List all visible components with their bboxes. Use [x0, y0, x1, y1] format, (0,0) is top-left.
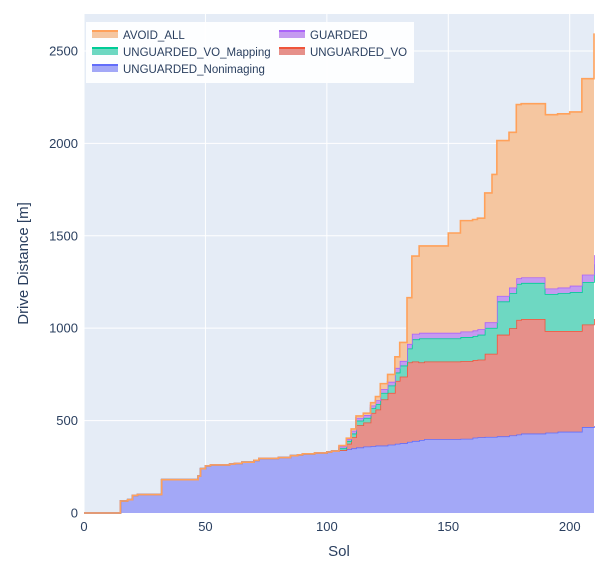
y-tick-label: 1000 — [49, 321, 78, 336]
legend-item-unguarded-vo-mapping[interactable]: UNGUARDED_VO_Mapping — [92, 47, 271, 59]
legend-swatch — [279, 48, 305, 55]
x-axis-ticks: 0 50 100 150 200 — [80, 519, 580, 534]
series-areas — [84, 33, 595, 514]
line-avoid-all — [84, 33, 595, 514]
legend-label: UNGUARDED_VO — [310, 47, 407, 59]
area-avoid-all — [84, 33, 594, 513]
legend[interactable]: AVOID_ALL GUARDED UNGUARDED_VO_Mapping UNGU… — [86, 22, 414, 83]
area-guarded — [84, 255, 594, 513]
legend-label: AVOID_ALL — [123, 30, 185, 42]
area-unguarded-vo — [84, 318, 594, 513]
legend-item-guarded[interactable]: GUARDED — [279, 30, 368, 42]
legend-item-unguarded-vo[interactable]: UNGUARDED_VO — [279, 47, 407, 59]
legend-label: UNGUARDED_VO_Mapping — [123, 47, 271, 59]
y-tick-label: 500 — [56, 413, 78, 428]
legend-label: GUARDED — [310, 30, 368, 42]
legend-swatch — [279, 31, 305, 38]
legend-swatch — [92, 31, 118, 38]
x-tick-label: 200 — [559, 519, 581, 534]
y-axis-ticks: 0 500 1000 1500 2000 2500 — [49, 43, 78, 520]
x-axis-title: Sol — [328, 543, 350, 560]
legend-label: UNGUARDED_Nonimaging — [123, 64, 265, 76]
y-axis-title: Drive Distance [m] — [15, 202, 32, 325]
x-tick-label: 0 — [80, 519, 87, 534]
legend-swatch — [92, 65, 118, 72]
y-tick-label: 2500 — [49, 43, 78, 58]
y-tick-label: 1500 — [49, 228, 78, 243]
legend-swatch — [92, 48, 118, 55]
x-tick-label: 50 — [198, 519, 212, 534]
area-unguarded-nonimaging — [84, 426, 594, 513]
area-unguarded-vo-mapping — [84, 264, 594, 513]
legend-box — [86, 22, 414, 83]
y-tick-label: 2000 — [49, 136, 78, 151]
legend-item-unguarded-nonimaging[interactable]: UNGUARDED_Nonimaging — [92, 64, 265, 76]
legend-item-avoid-all[interactable]: AVOID_ALL — [92, 30, 185, 42]
x-tick-label: 100 — [316, 519, 338, 534]
y-tick-label: 0 — [71, 506, 78, 521]
x-tick-label: 150 — [437, 519, 459, 534]
